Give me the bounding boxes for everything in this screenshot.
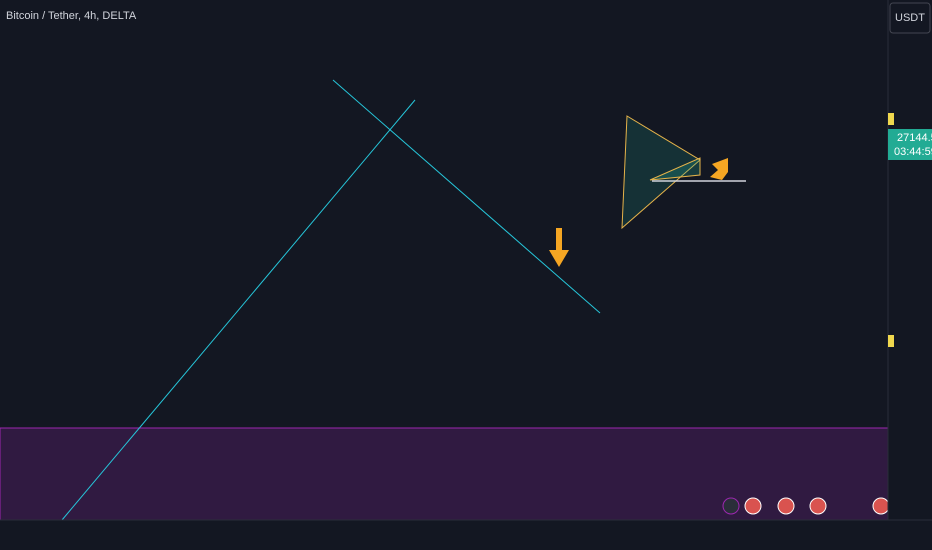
event-icon[interactable] [722, 497, 740, 515]
event-icon[interactable] [744, 497, 762, 515]
currency-box[interactable] [889, 2, 931, 34]
level-tag [888, 335, 894, 347]
event-icon[interactable] [777, 497, 795, 515]
triangle [621, 115, 701, 230]
arrow [549, 228, 569, 267]
triangle [649, 157, 701, 181]
arrow [710, 158, 728, 180]
trend-line [61, 99, 416, 521]
countdown: 03:44:59 [894, 146, 932, 158]
trend-line [332, 79, 601, 314]
event-icon[interactable] [872, 497, 890, 515]
currency: USDT [895, 12, 925, 24]
level-tag [888, 113, 894, 125]
price-tag [888, 129, 932, 160]
drawings [61, 79, 746, 521]
volume-zone [0, 427, 889, 521]
event-icon[interactable] [809, 497, 827, 515]
chart-title: Bitcoin / Tether, 4h, DELTA [6, 10, 137, 22]
last-price: 27144.5 [897, 132, 932, 144]
price-axis [888, 0, 932, 550]
event-icons [722, 497, 890, 515]
